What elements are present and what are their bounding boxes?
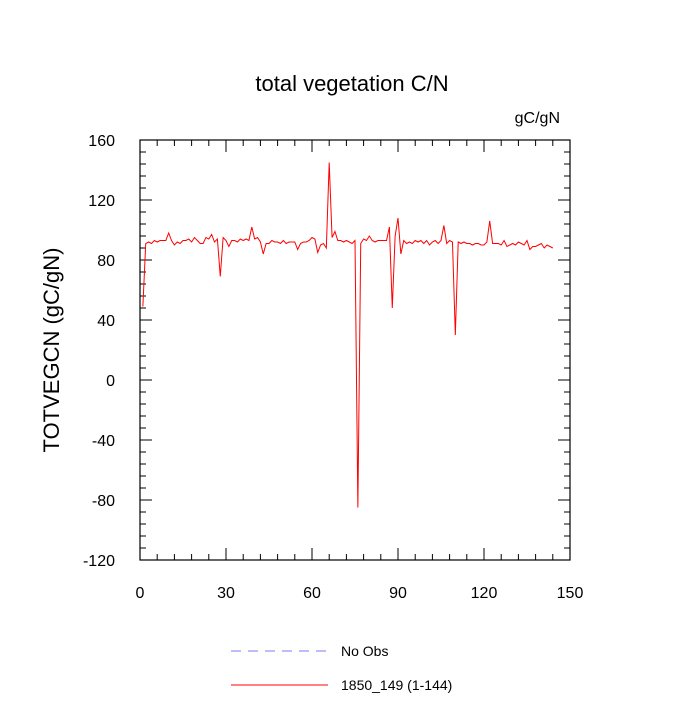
chart-title: total vegetation C/N — [255, 71, 448, 96]
x-tick-label: 90 — [389, 585, 407, 602]
x-tick-label: 60 — [303, 585, 321, 602]
y-tick-label: -120 — [83, 553, 115, 570]
y-tick-label: 40 — [97, 313, 115, 330]
legend: No Obs 1850_149 (1-144) — [231, 643, 452, 693]
y-tick-label: 80 — [97, 253, 115, 270]
series-line-1850-149 — [142, 162, 554, 508]
legend-label-no-obs: No Obs — [341, 643, 388, 659]
units-label: gC/gN — [515, 110, 560, 127]
y-tick-label: 120 — [88, 193, 115, 210]
y-tick-label: 160 — [88, 133, 115, 150]
x-tick-label: 150 — [557, 585, 584, 602]
x-tick-label: 30 — [217, 585, 235, 602]
y-tick-label: 0 — [106, 373, 115, 390]
y-tick-label: -40 — [92, 433, 115, 450]
y-axis-ticks: -120 -80 -40 0 40 80 120 160 — [83, 133, 570, 570]
x-tick-label: 120 — [471, 585, 498, 602]
legend-label-1850-149: 1850_149 (1-144) — [341, 677, 452, 693]
y-tick-label: -80 — [92, 493, 115, 510]
plot-border — [139, 139, 571, 561]
plot-frame — [139, 139, 571, 561]
x-tick-label: 0 — [136, 585, 145, 602]
series-layer — [142, 162, 554, 508]
x-axis-ticks: 0 30 60 90 120 150 — [136, 140, 584, 602]
y-axis-label: TOTVEGCN (gC/gN) — [39, 248, 64, 453]
